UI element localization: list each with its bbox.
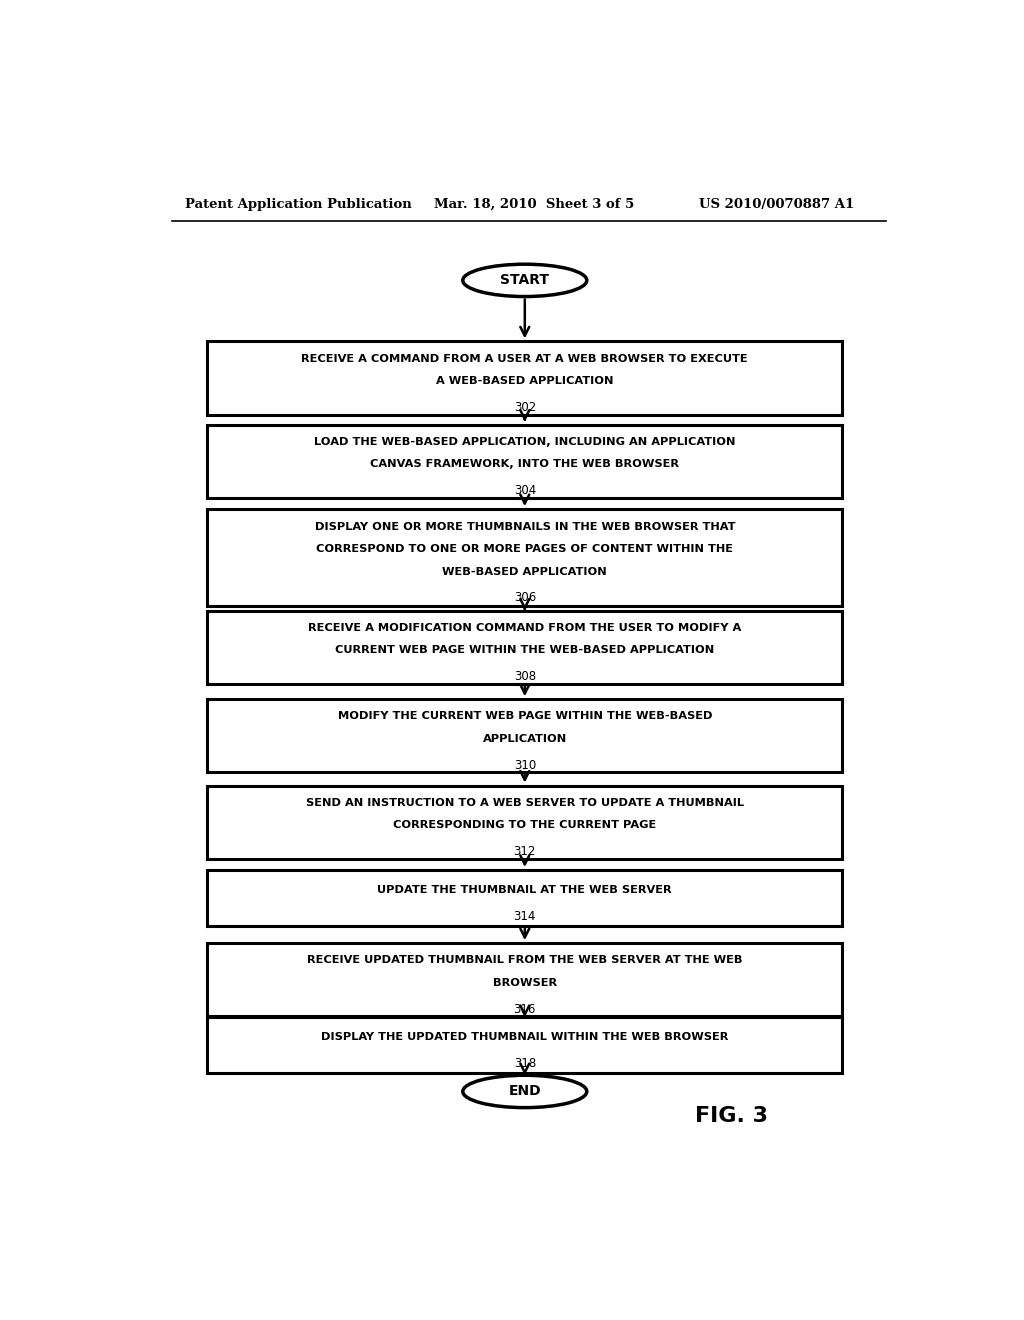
Text: 306: 306: [514, 591, 536, 605]
Text: START: START: [501, 273, 549, 288]
Text: RECEIVE A MODIFICATION COMMAND FROM THE USER TO MODIFY A: RECEIVE A MODIFICATION COMMAND FROM THE …: [308, 623, 741, 634]
Text: DISPLAY ONE OR MORE THUMBNAILS IN THE WEB BROWSER THAT: DISPLAY ONE OR MORE THUMBNAILS IN THE WE…: [314, 521, 735, 532]
Text: CANVAS FRAMEWORK, INTO THE WEB BROWSER: CANVAS FRAMEWORK, INTO THE WEB BROWSER: [371, 459, 679, 470]
Text: US 2010/0070887 A1: US 2010/0070887 A1: [699, 198, 855, 211]
FancyBboxPatch shape: [207, 942, 842, 1016]
FancyBboxPatch shape: [207, 611, 842, 684]
FancyBboxPatch shape: [207, 1018, 842, 1073]
Ellipse shape: [463, 264, 587, 297]
Text: RECEIVE A COMMAND FROM A USER AT A WEB BROWSER TO EXECUTE: RECEIVE A COMMAND FROM A USER AT A WEB B…: [301, 354, 749, 363]
FancyBboxPatch shape: [207, 510, 842, 606]
Text: CURRENT WEB PAGE WITHIN THE WEB-BASED APPLICATION: CURRENT WEB PAGE WITHIN THE WEB-BASED AP…: [335, 645, 715, 655]
FancyBboxPatch shape: [207, 342, 842, 414]
Text: 302: 302: [514, 401, 536, 414]
FancyBboxPatch shape: [207, 785, 842, 859]
FancyBboxPatch shape: [207, 700, 842, 772]
Text: DISPLAY THE UPDATED THUMBNAIL WITHIN THE WEB BROWSER: DISPLAY THE UPDATED THUMBNAIL WITHIN THE…: [322, 1032, 728, 1041]
Text: 316: 316: [514, 1003, 536, 1015]
Text: SEND AN INSTRUCTION TO A WEB SERVER TO UPDATE A THUMBNAIL: SEND AN INSTRUCTION TO A WEB SERVER TO U…: [306, 797, 743, 808]
Text: UPDATE THE THUMBNAIL AT THE WEB SERVER: UPDATE THE THUMBNAIL AT THE WEB SERVER: [378, 884, 672, 895]
Ellipse shape: [463, 1076, 587, 1107]
Text: CORRESPONDING TO THE CURRENT PAGE: CORRESPONDING TO THE CURRENT PAGE: [393, 820, 656, 830]
Text: CORRESPOND TO ONE OR MORE PAGES OF CONTENT WITHIN THE: CORRESPOND TO ONE OR MORE PAGES OF CONTE…: [316, 544, 733, 554]
Text: Mar. 18, 2010  Sheet 3 of 5: Mar. 18, 2010 Sheet 3 of 5: [433, 198, 634, 211]
Text: 310: 310: [514, 759, 536, 772]
Text: 308: 308: [514, 671, 536, 684]
Text: FIG. 3: FIG. 3: [694, 1106, 768, 1126]
Text: 312: 312: [514, 845, 536, 858]
FancyBboxPatch shape: [207, 425, 842, 498]
Text: 314: 314: [514, 909, 536, 923]
Text: A WEB-BASED APPLICATION: A WEB-BASED APPLICATION: [436, 376, 613, 385]
Text: RECEIVE UPDATED THUMBNAIL FROM THE WEB SERVER AT THE WEB: RECEIVE UPDATED THUMBNAIL FROM THE WEB S…: [307, 956, 742, 965]
Text: WEB-BASED APPLICATION: WEB-BASED APPLICATION: [442, 566, 607, 577]
Text: BROWSER: BROWSER: [493, 978, 557, 987]
Text: 318: 318: [514, 1057, 536, 1071]
Text: APPLICATION: APPLICATION: [482, 734, 567, 743]
Text: MODIFY THE CURRENT WEB PAGE WITHIN THE WEB-BASED: MODIFY THE CURRENT WEB PAGE WITHIN THE W…: [338, 711, 712, 722]
FancyBboxPatch shape: [207, 870, 842, 925]
Text: LOAD THE WEB-BASED APPLICATION, INCLUDING AN APPLICATION: LOAD THE WEB-BASED APPLICATION, INCLUDIN…: [314, 437, 735, 447]
Text: 304: 304: [514, 484, 536, 498]
Text: Patent Application Publication: Patent Application Publication: [185, 198, 412, 211]
Text: END: END: [509, 1085, 541, 1098]
